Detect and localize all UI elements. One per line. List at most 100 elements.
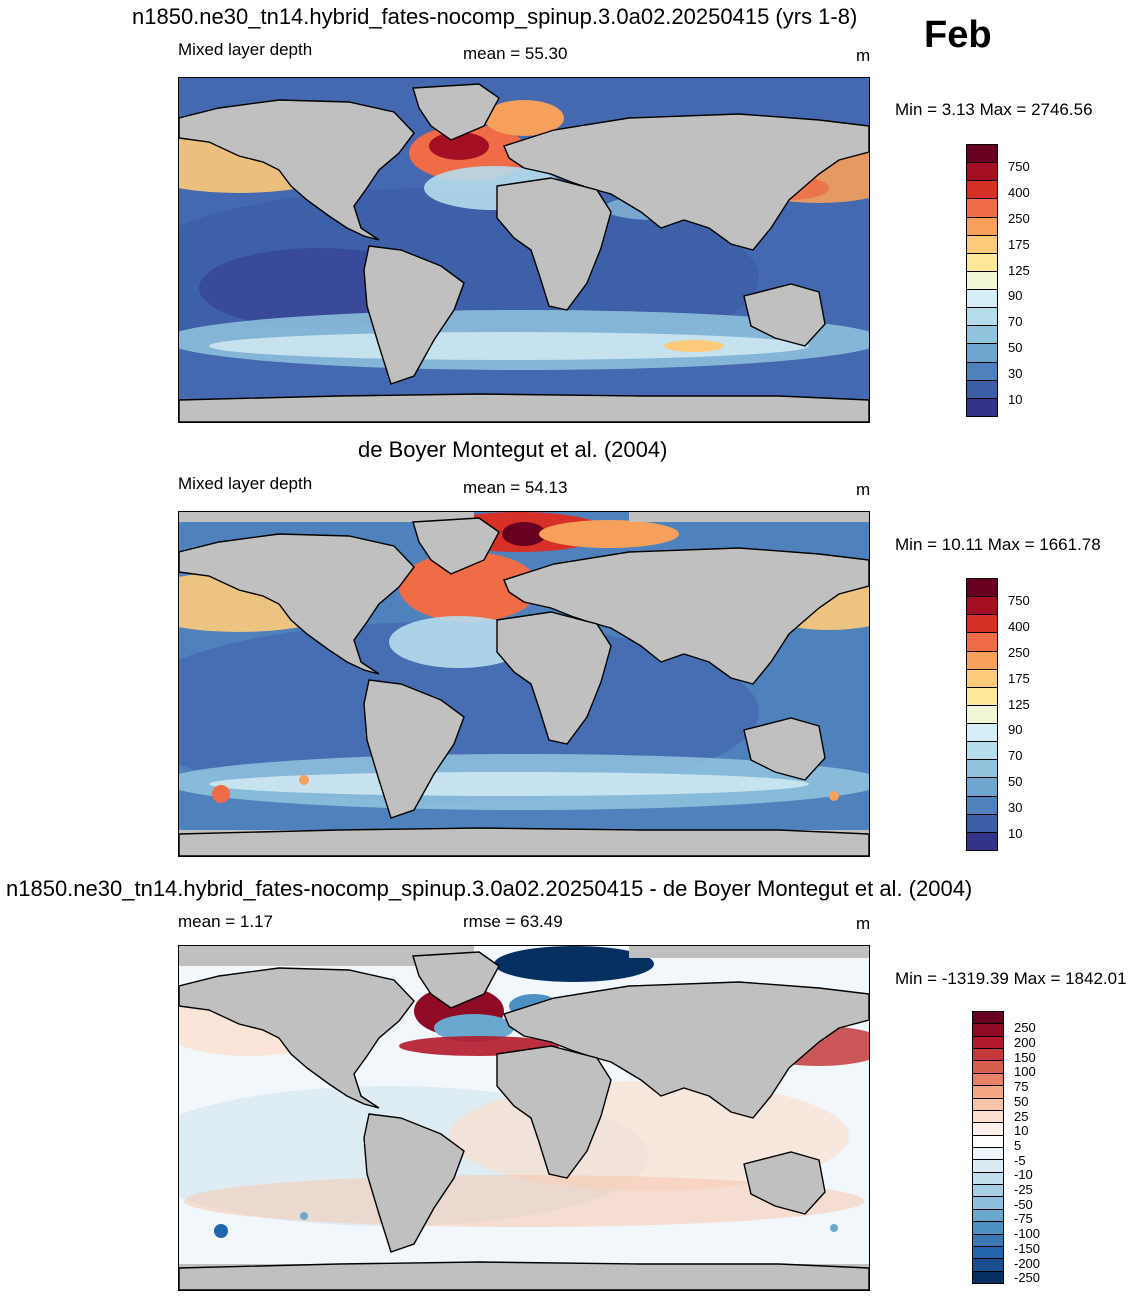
colorbar-swatch: [966, 361, 998, 381]
colorbar-swatch: [966, 379, 998, 399]
colorbar-label: 400: [1008, 618, 1030, 634]
colorbar-label: 50: [1014, 1093, 1029, 1109]
panel3-units-label: m: [856, 914, 871, 933]
colorbar-label: -50: [1014, 1196, 1033, 1212]
colorbar-swatch: [966, 650, 998, 670]
colorbar-swatch: [966, 668, 998, 688]
colorbar-label: 10: [1014, 1123, 1029, 1139]
colorbar-swatch: [966, 289, 998, 309]
colorbar-label: 50: [1008, 340, 1023, 356]
colorbar-label: -75: [1014, 1211, 1033, 1227]
colorbar-swatch: [966, 270, 998, 291]
colorbar-swatch: [966, 741, 998, 761]
panel2-minmax-label: Min = 10.11 Max = 1661.78: [895, 535, 1101, 554]
colorbar-swatch: [972, 1048, 1004, 1062]
colorbar-swatch: [972, 1245, 1004, 1260]
panel1-map: [178, 77, 870, 423]
colorbar-swatch: [966, 614, 998, 634]
panel1-mean-label: mean = 55.30: [463, 44, 568, 63]
colorbar-label: 250: [1008, 210, 1030, 226]
colorbar-label: 125: [1008, 262, 1030, 278]
panel2-title: de Boyer Montegut et al. (2004): [358, 437, 668, 462]
colorbar-swatch: [966, 307, 998, 327]
panel3-map: [178, 945, 870, 1291]
panel3-mean-label: mean = 1.17: [178, 912, 273, 931]
colorbar-label: -100: [1014, 1226, 1041, 1242]
colorbar-swatch: [972, 1085, 1004, 1099]
colorbar-label: -10: [1014, 1167, 1033, 1183]
panel2-units-label: m: [856, 480, 871, 499]
colorbar-swatch: [966, 632, 998, 652]
colorbar-swatch: [966, 795, 998, 815]
panel1-units-label: m: [856, 46, 871, 65]
colorbar-label: 50: [1008, 774, 1023, 790]
colorbar-swatch: [972, 1208, 1004, 1223]
colorbar-swatch: [972, 1072, 1004, 1087]
colorbar-swatch: [966, 397, 998, 417]
colorbar-label: 70: [1008, 748, 1023, 764]
panel1-variable-label: Mixed layer depth: [178, 40, 313, 59]
colorbar-label: -150: [1014, 1240, 1041, 1256]
colorbar-swatch: [966, 704, 998, 725]
colorbar-label: 25: [1014, 1108, 1029, 1124]
colorbar-label: -5: [1014, 1152, 1026, 1168]
colorbar-label: 150: [1014, 1049, 1036, 1065]
colorbar-swatch: [972, 1035, 1004, 1050]
colorbar-swatch: [966, 252, 998, 272]
colorbar-label: 750: [1008, 592, 1030, 608]
colorbar-swatch: [966, 813, 998, 833]
month-label: Feb: [924, 14, 992, 56]
colorbar-label: 10: [1008, 392, 1023, 408]
colorbar-swatch: [966, 723, 998, 743]
colorbar-swatch: [972, 1196, 1004, 1210]
colorbar-swatch: [972, 1147, 1004, 1161]
colorbar-label: 90: [1008, 722, 1023, 738]
colorbar-swatch: [966, 578, 998, 598]
panel3-rmse-label: rmse = 63.49: [463, 912, 563, 931]
colorbar-swatch: [972, 1258, 1004, 1272]
colorbar-swatch: [972, 1134, 1004, 1148]
colorbar-label: 250: [1014, 1020, 1036, 1036]
colorbar-label: 400: [1008, 184, 1030, 200]
colorbar-swatch: [966, 144, 998, 164]
colorbar-label: 30: [1008, 800, 1023, 816]
colorbar-label: 10: [1008, 826, 1023, 842]
colorbar-swatch: [966, 198, 998, 218]
panel2-colorbar: 750 400 250 175 125 90 70 50 30 10: [966, 578, 1030, 851]
colorbar-label: 5: [1014, 1137, 1022, 1153]
colorbar-label: 75: [1014, 1079, 1029, 1095]
panel2-map-svg: [179, 512, 869, 856]
panel3-colorbar: 250 200 150 100 75 50 25 10 5 -5 -10 -25 -50 -75 -100-…: [972, 1011, 1040, 1285]
colorbar-swatch: [972, 1109, 1004, 1124]
colorbar-label: 70: [1008, 314, 1023, 330]
panel2-mean-label: mean = 54.13: [463, 478, 568, 497]
colorbar-swatch: [966, 831, 998, 851]
colorbar-swatch: [966, 180, 998, 200]
panel1-title: n1850.ne30_tn14.hybrid_fates-nocomp_spin…: [132, 4, 858, 29]
colorbar-swatch: [972, 1122, 1004, 1136]
colorbar-swatch: [966, 162, 998, 182]
colorbar-label: 125: [1008, 696, 1030, 712]
colorbar-swatch: [966, 596, 998, 616]
colorbar-label: 90: [1008, 288, 1023, 304]
colorbar-label: 250: [1008, 644, 1030, 660]
panel2-map: [178, 511, 870, 857]
panel2-variable-label: Mixed layer depth: [178, 474, 313, 493]
colorbar-label: 200: [1014, 1035, 1036, 1051]
panel1-minmax-label: Min = 3.13 Max = 2746.56: [895, 100, 1093, 119]
colorbar-label: -250: [1014, 1270, 1041, 1286]
colorbar-label: 100: [1014, 1064, 1036, 1080]
colorbar-label: 30: [1008, 366, 1023, 382]
colorbar-swatch: [972, 1097, 1004, 1111]
colorbar-label: -200: [1014, 1255, 1041, 1271]
colorbar-swatch: [972, 1060, 1004, 1074]
colorbar-swatch: [972, 1023, 1004, 1037]
colorbar-swatch: [972, 1159, 1004, 1173]
panel3-minmax-label: Min = -1319.39 Max = 1842.01: [895, 969, 1127, 988]
colorbar-swatch: [966, 686, 998, 706]
colorbar-swatch: [972, 1011, 1004, 1025]
colorbar-swatch: [972, 1171, 1004, 1186]
colorbar-swatch: [972, 1270, 1004, 1284]
colorbar-swatch: [966, 325, 998, 345]
colorbar-label: 175: [1008, 670, 1030, 686]
